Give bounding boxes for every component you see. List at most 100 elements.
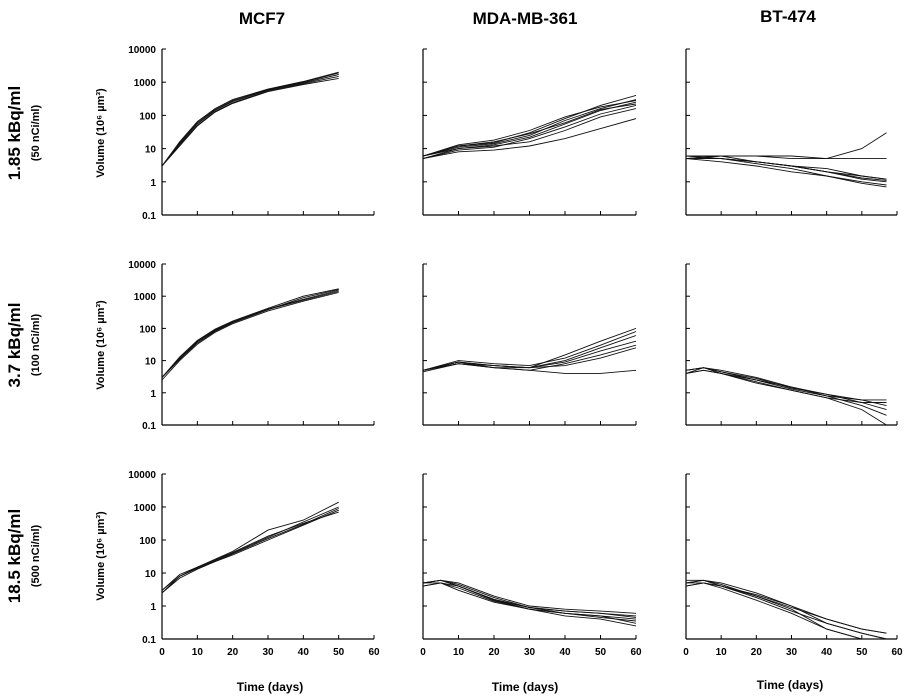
series-line-6 — [422, 108, 637, 157]
series-line-3 — [422, 582, 637, 627]
row-title-3: 18.5 kBq/ml — [5, 509, 24, 604]
x-tick-label: 40 — [821, 647, 833, 658]
y-axis-label-1: Volume (10⁶ µm³) — [95, 88, 107, 178]
series-line-4 — [161, 509, 339, 594]
panel-r3-c3: 0 10 20 30 40 50 60 — [683, 473, 903, 658]
panel-r2-c2 — [422, 263, 637, 426]
series-line-7 — [422, 363, 637, 374]
series-line-6 — [422, 582, 637, 622]
x-tick-label: 50 — [856, 647, 868, 658]
column-title-mda-mb-361: MDA-MB-361 — [473, 9, 578, 28]
row-subtitle-1: (50 nCi/ml) — [30, 105, 42, 162]
series-line-4 — [685, 155, 887, 183]
y-tick-label: 1 — [150, 602, 156, 613]
row-subtitle-3: (500 nCi/ml) — [30, 524, 42, 587]
x-axis-label-2: Time (days) — [492, 680, 558, 694]
y-tick-label: 100 — [139, 324, 156, 335]
panel-r2-c3 — [685, 263, 898, 426]
series-line-3 — [161, 508, 339, 594]
y-tick-label: 1000 — [134, 292, 157, 303]
column-title-mcf7: MCF7 — [239, 9, 285, 28]
series-line-2 — [161, 501, 339, 591]
y-axis-label-2: Volume (10⁶ µm³) — [95, 300, 107, 390]
series-line-5 — [161, 511, 339, 591]
y-tick-label: 10 — [145, 569, 157, 580]
x-axis-label-3: Time (days) — [757, 678, 823, 692]
series-line-5 — [161, 291, 339, 378]
series-line-1 — [161, 290, 339, 378]
x-tick-label: 40 — [298, 647, 310, 658]
y-tick-label: 1 — [150, 389, 156, 400]
x-tick-label: 30 — [786, 647, 798, 658]
y-tick-label: 1000 — [134, 78, 157, 89]
series-line-6 — [685, 582, 887, 640]
series-line-3 — [422, 335, 637, 371]
panel-r1-c1: 0.1 1 10 100 1000 10000 — [128, 45, 375, 222]
panel-r2-c1: 0.1 1 10 100 1000 10000 — [128, 260, 375, 432]
series-line-1 — [685, 579, 887, 634]
series-line-2 — [161, 289, 339, 378]
x-tick-label: 20 — [751, 647, 763, 658]
panel-grid: 0.11101001000100000.11101001000100000.11… — [128, 45, 903, 658]
series-line-1 — [161, 72, 339, 167]
y-tick-label: 10000 — [128, 470, 156, 481]
y-tick-label: 0.1 — [142, 421, 156, 432]
y-tick-label: 100 — [139, 536, 156, 547]
x-tick-label: 30 — [524, 647, 536, 658]
series-line-2 — [686, 579, 887, 640]
x-tick-label: 10 — [453, 647, 465, 658]
series-line-2 — [422, 331, 637, 371]
x-tick-label: 30 — [262, 647, 274, 658]
y-tick-label: 10 — [145, 145, 157, 156]
y-tick-label: 10000 — [128, 260, 156, 271]
y-tick-label: 10000 — [128, 45, 156, 56]
y-tick-label: 1000 — [134, 503, 157, 514]
y-axis-label-3: Volume (10⁶ µm³) — [95, 511, 107, 601]
x-tick-label: 50 — [595, 647, 607, 658]
series-line-2 — [161, 74, 339, 167]
series-line-4 — [161, 77, 339, 167]
y-tick-label: 100 — [139, 111, 156, 122]
series-line-5 — [686, 158, 887, 186]
series-line-8 — [686, 158, 887, 180]
panel-r1-c3 — [685, 48, 898, 216]
x-tick-label: 0 — [420, 647, 426, 658]
panel-r1-c2 — [422, 48, 637, 216]
series-line-3 — [161, 75, 339, 167]
series-line-1 — [685, 132, 887, 160]
x-tick-label: 0 — [683, 647, 689, 658]
series-line-5 — [422, 104, 637, 160]
x-tick-label: 60 — [368, 647, 380, 658]
x-tick-label: 20 — [488, 647, 500, 658]
series-line-8 — [422, 100, 637, 157]
series-line-2 — [422, 99, 637, 157]
y-tick-label: 10 — [145, 357, 157, 368]
x-tick-label: 40 — [559, 647, 571, 658]
panel-r3-c2: 0 10 20 30 40 50 60 — [420, 473, 642, 658]
row-title-1: 1.85 kBq/ml — [5, 86, 24, 181]
series-line-3 — [161, 292, 339, 381]
x-tick-label: 0 — [159, 647, 165, 658]
x-tick-label: 60 — [891, 647, 903, 658]
x-axis-label-1: Time (days) — [237, 680, 303, 694]
series-line-5 — [685, 369, 887, 426]
row-subtitle-2: (100 nCi/ml) — [30, 313, 42, 376]
x-tick-label: 60 — [630, 647, 642, 658]
series-line-5 — [686, 582, 887, 634]
series-line-6 — [422, 347, 637, 371]
series-line-4 — [685, 579, 887, 640]
series-line-4 — [422, 103, 637, 157]
x-tick-label: 10 — [192, 647, 204, 658]
series-line-4 — [161, 288, 339, 378]
x-tick-label: 20 — [227, 647, 239, 658]
x-tick-label: 10 — [716, 647, 728, 658]
x-tick-label: 50 — [333, 647, 345, 658]
y-tick-label: 1 — [150, 178, 156, 189]
row-title-2: 3.7 kBq/ml — [5, 302, 24, 387]
series-line-6 — [685, 367, 887, 401]
column-title-bt-474: BT-474 — [760, 7, 816, 26]
panel-r3-c1: 0.1 1 10 100 1000 10000 0 10 20 30 40 50 60 — [128, 470, 380, 658]
series-line-7 — [422, 579, 637, 618]
series-line-7 — [685, 158, 887, 188]
